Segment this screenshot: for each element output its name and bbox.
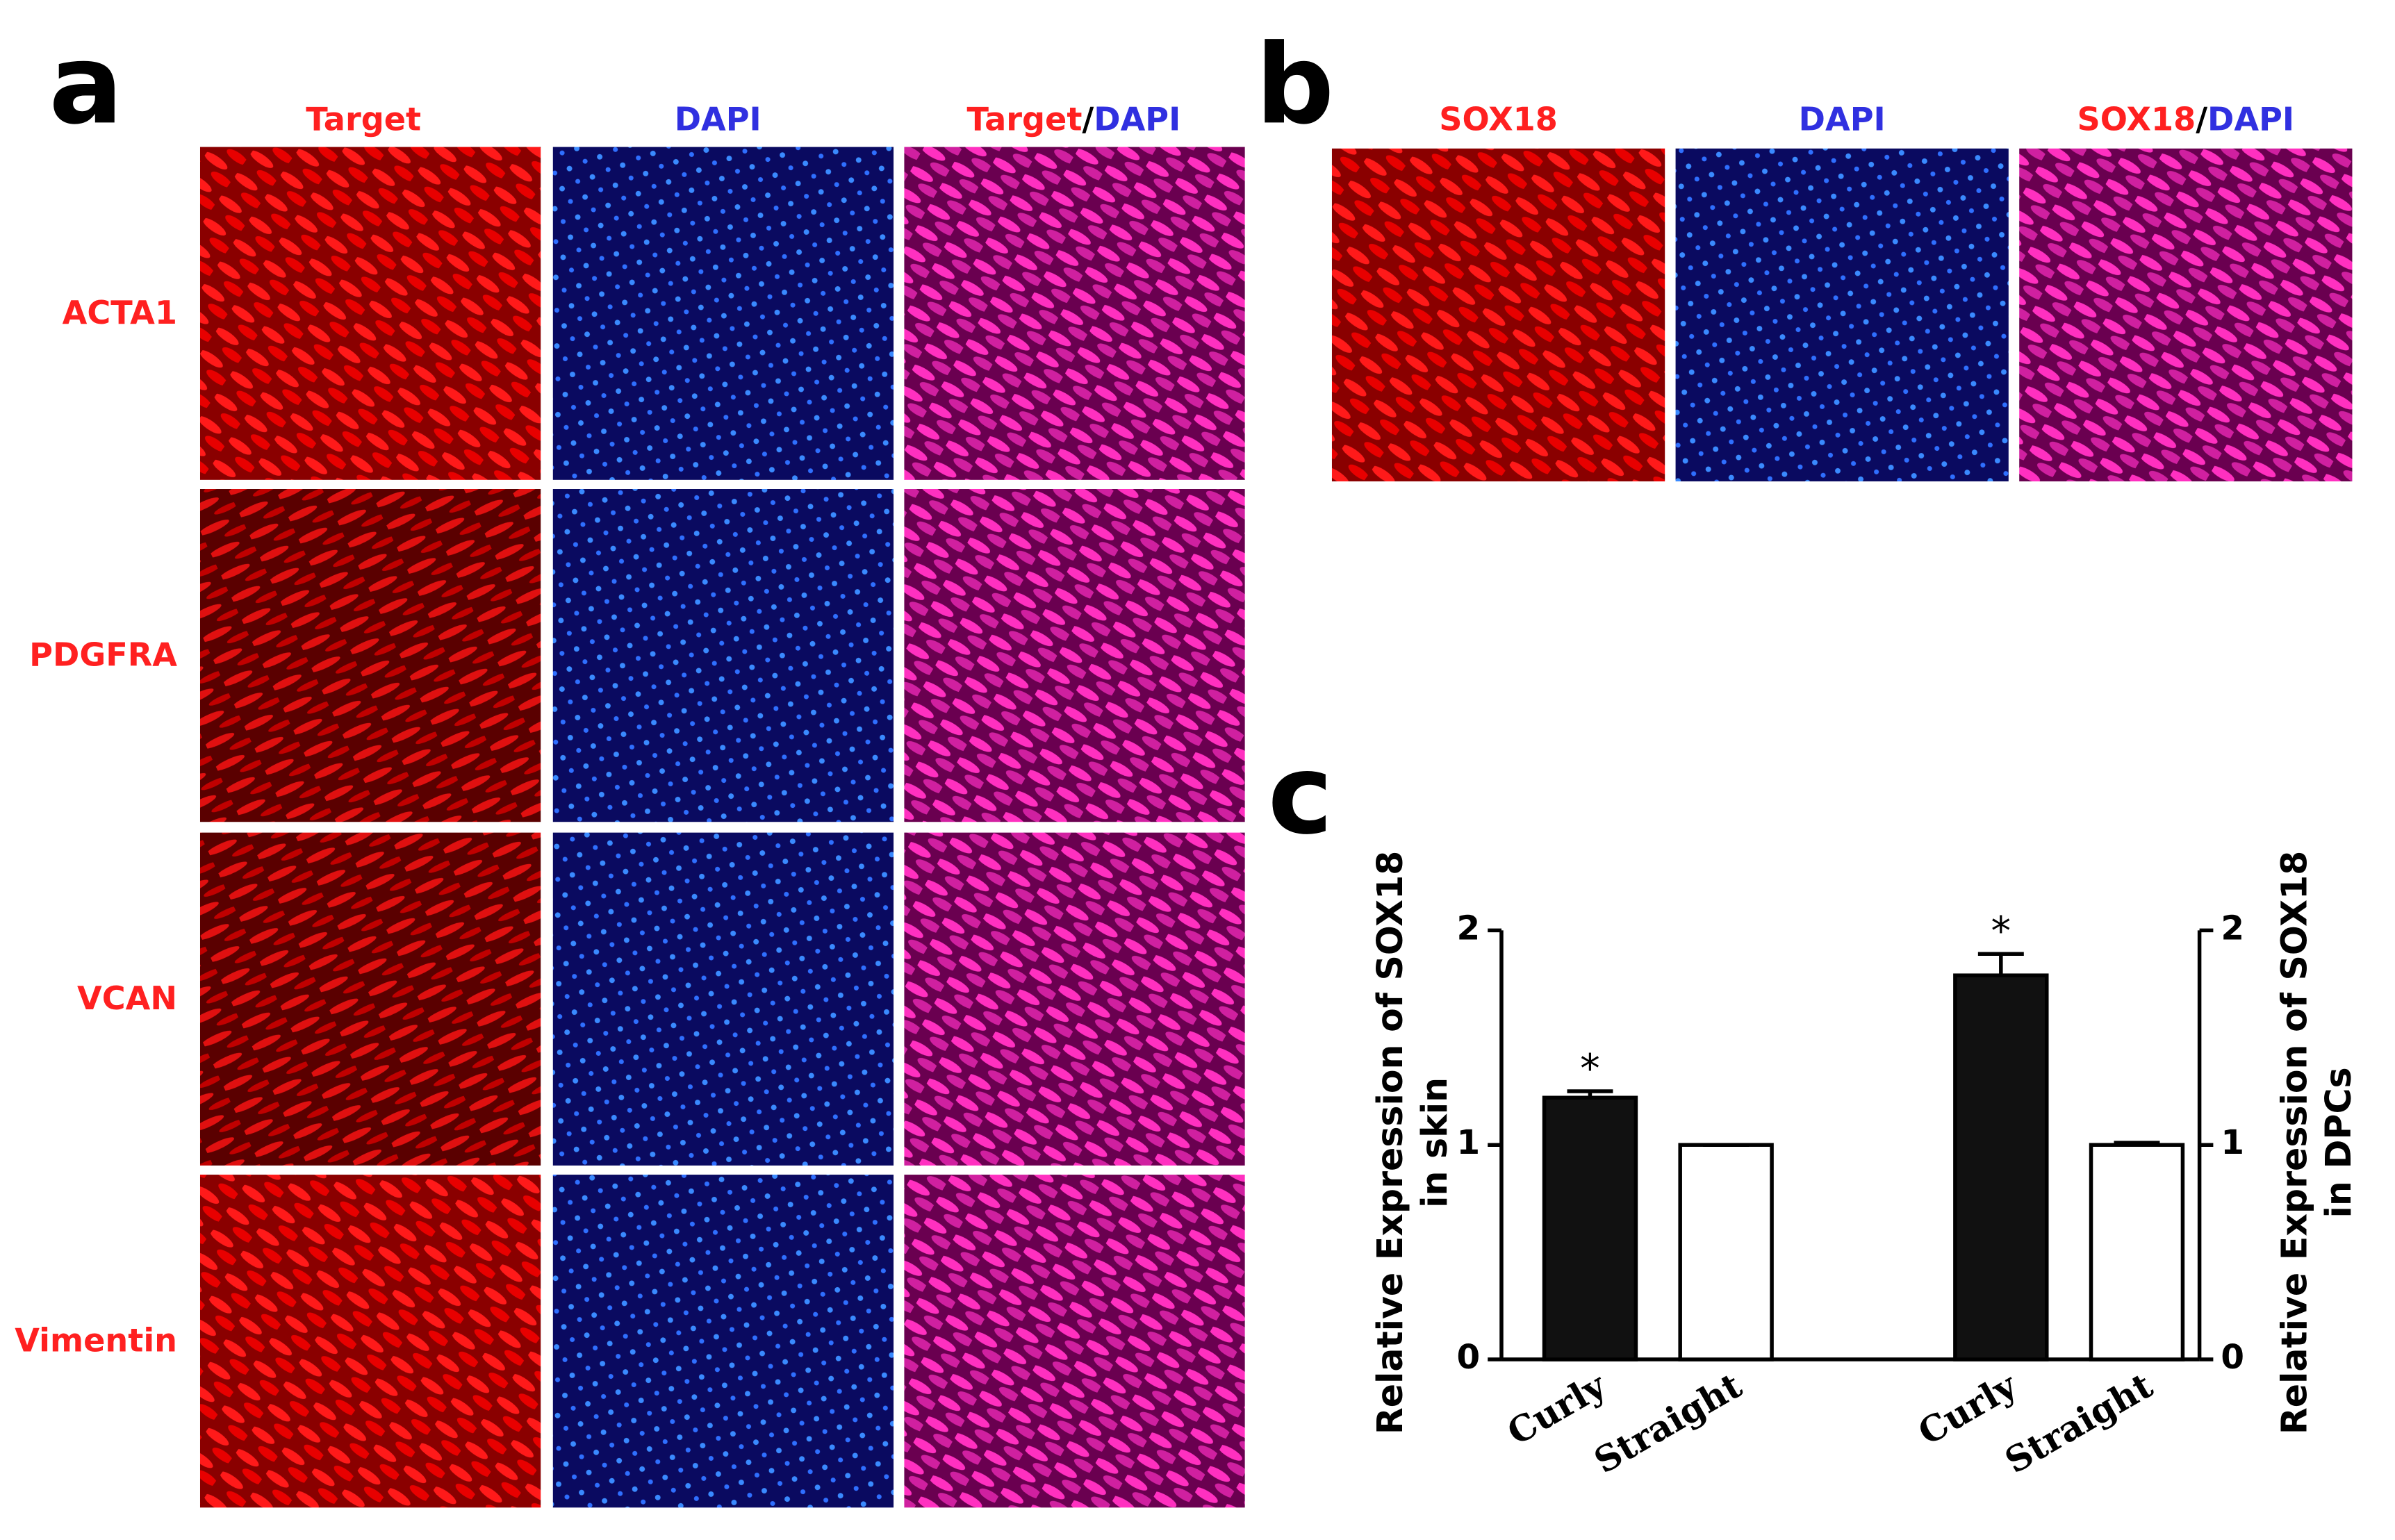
micrograph (904, 147, 1245, 480)
panel-label: c (1268, 731, 1333, 859)
y2-axis-title: in DPCs (2318, 1067, 2359, 1218)
column-header: SOX18/DAPI (2077, 100, 2295, 138)
y-axis-title: in skin (1414, 1077, 1455, 1208)
column-header: Target/DAPI (967, 100, 1181, 138)
error-bar (2114, 1141, 2160, 1145)
error-bar (1977, 952, 2024, 976)
micrograph (2019, 148, 2353, 482)
column-header: DAPI (1799, 100, 1886, 138)
micrograph (904, 832, 1245, 1166)
micrograph (1331, 148, 1665, 482)
micrograph (904, 489, 1245, 822)
header-part: SOX18 (2077, 100, 2196, 138)
bar (1542, 1095, 1638, 1361)
micrograph (1675, 148, 2009, 482)
y-tick-label: 0 (1457, 1338, 1481, 1377)
x-tick-label: Straight (1587, 1364, 1749, 1481)
y-axis-title: Relative Expression of SOX18 (1369, 851, 1410, 1435)
bar (1678, 1143, 1774, 1361)
micrograph (552, 832, 894, 1166)
y2-tick-label: 1 (2221, 1123, 2244, 1162)
micrograph (199, 832, 541, 1166)
y2-axis-title: Relative Expression of SOX18 (2273, 851, 2314, 1435)
header-part: / (1082, 100, 1094, 138)
micrograph (199, 489, 541, 822)
micrograph (199, 1175, 541, 1508)
row-label: ACTA1 (63, 294, 177, 331)
row-label: VCAN (77, 979, 177, 1017)
micrograph (904, 1175, 1245, 1508)
column-header: Target (306, 100, 421, 138)
error-bar (1567, 1089, 1613, 1098)
row-label: PDGFRA (29, 636, 177, 673)
micrograph (552, 147, 894, 480)
column-header: SOX18 (1439, 100, 1558, 138)
column-header: DAPI (675, 100, 762, 138)
y-tick-label: 2 (1457, 909, 1481, 947)
header-part: DAPI (1094, 100, 1180, 138)
header-part: DAPI (2207, 100, 2294, 138)
panel-label: b (1256, 21, 1334, 149)
significance: * (1991, 909, 2011, 954)
bar (2089, 1143, 2185, 1361)
y2-tick-label: 2 (2221, 909, 2244, 947)
header-part: Target (967, 100, 1083, 138)
significance: * (1580, 1046, 1600, 1092)
header-part: / (2196, 100, 2207, 138)
bar (1953, 973, 2049, 1361)
x-tick-label: Straight (1998, 1364, 2160, 1481)
micrograph (199, 147, 541, 480)
y2-tick-label: 0 (2221, 1338, 2244, 1377)
panel-label: a (49, 21, 123, 149)
micrograph (552, 1175, 894, 1508)
row-label: Vimentin (15, 1321, 177, 1359)
micrograph (552, 489, 894, 822)
micrographs: ACTA1 PDGFRA VCAN Vimentin (15, 147, 2353, 1508)
y-tick-label: 1 (1457, 1123, 1481, 1162)
